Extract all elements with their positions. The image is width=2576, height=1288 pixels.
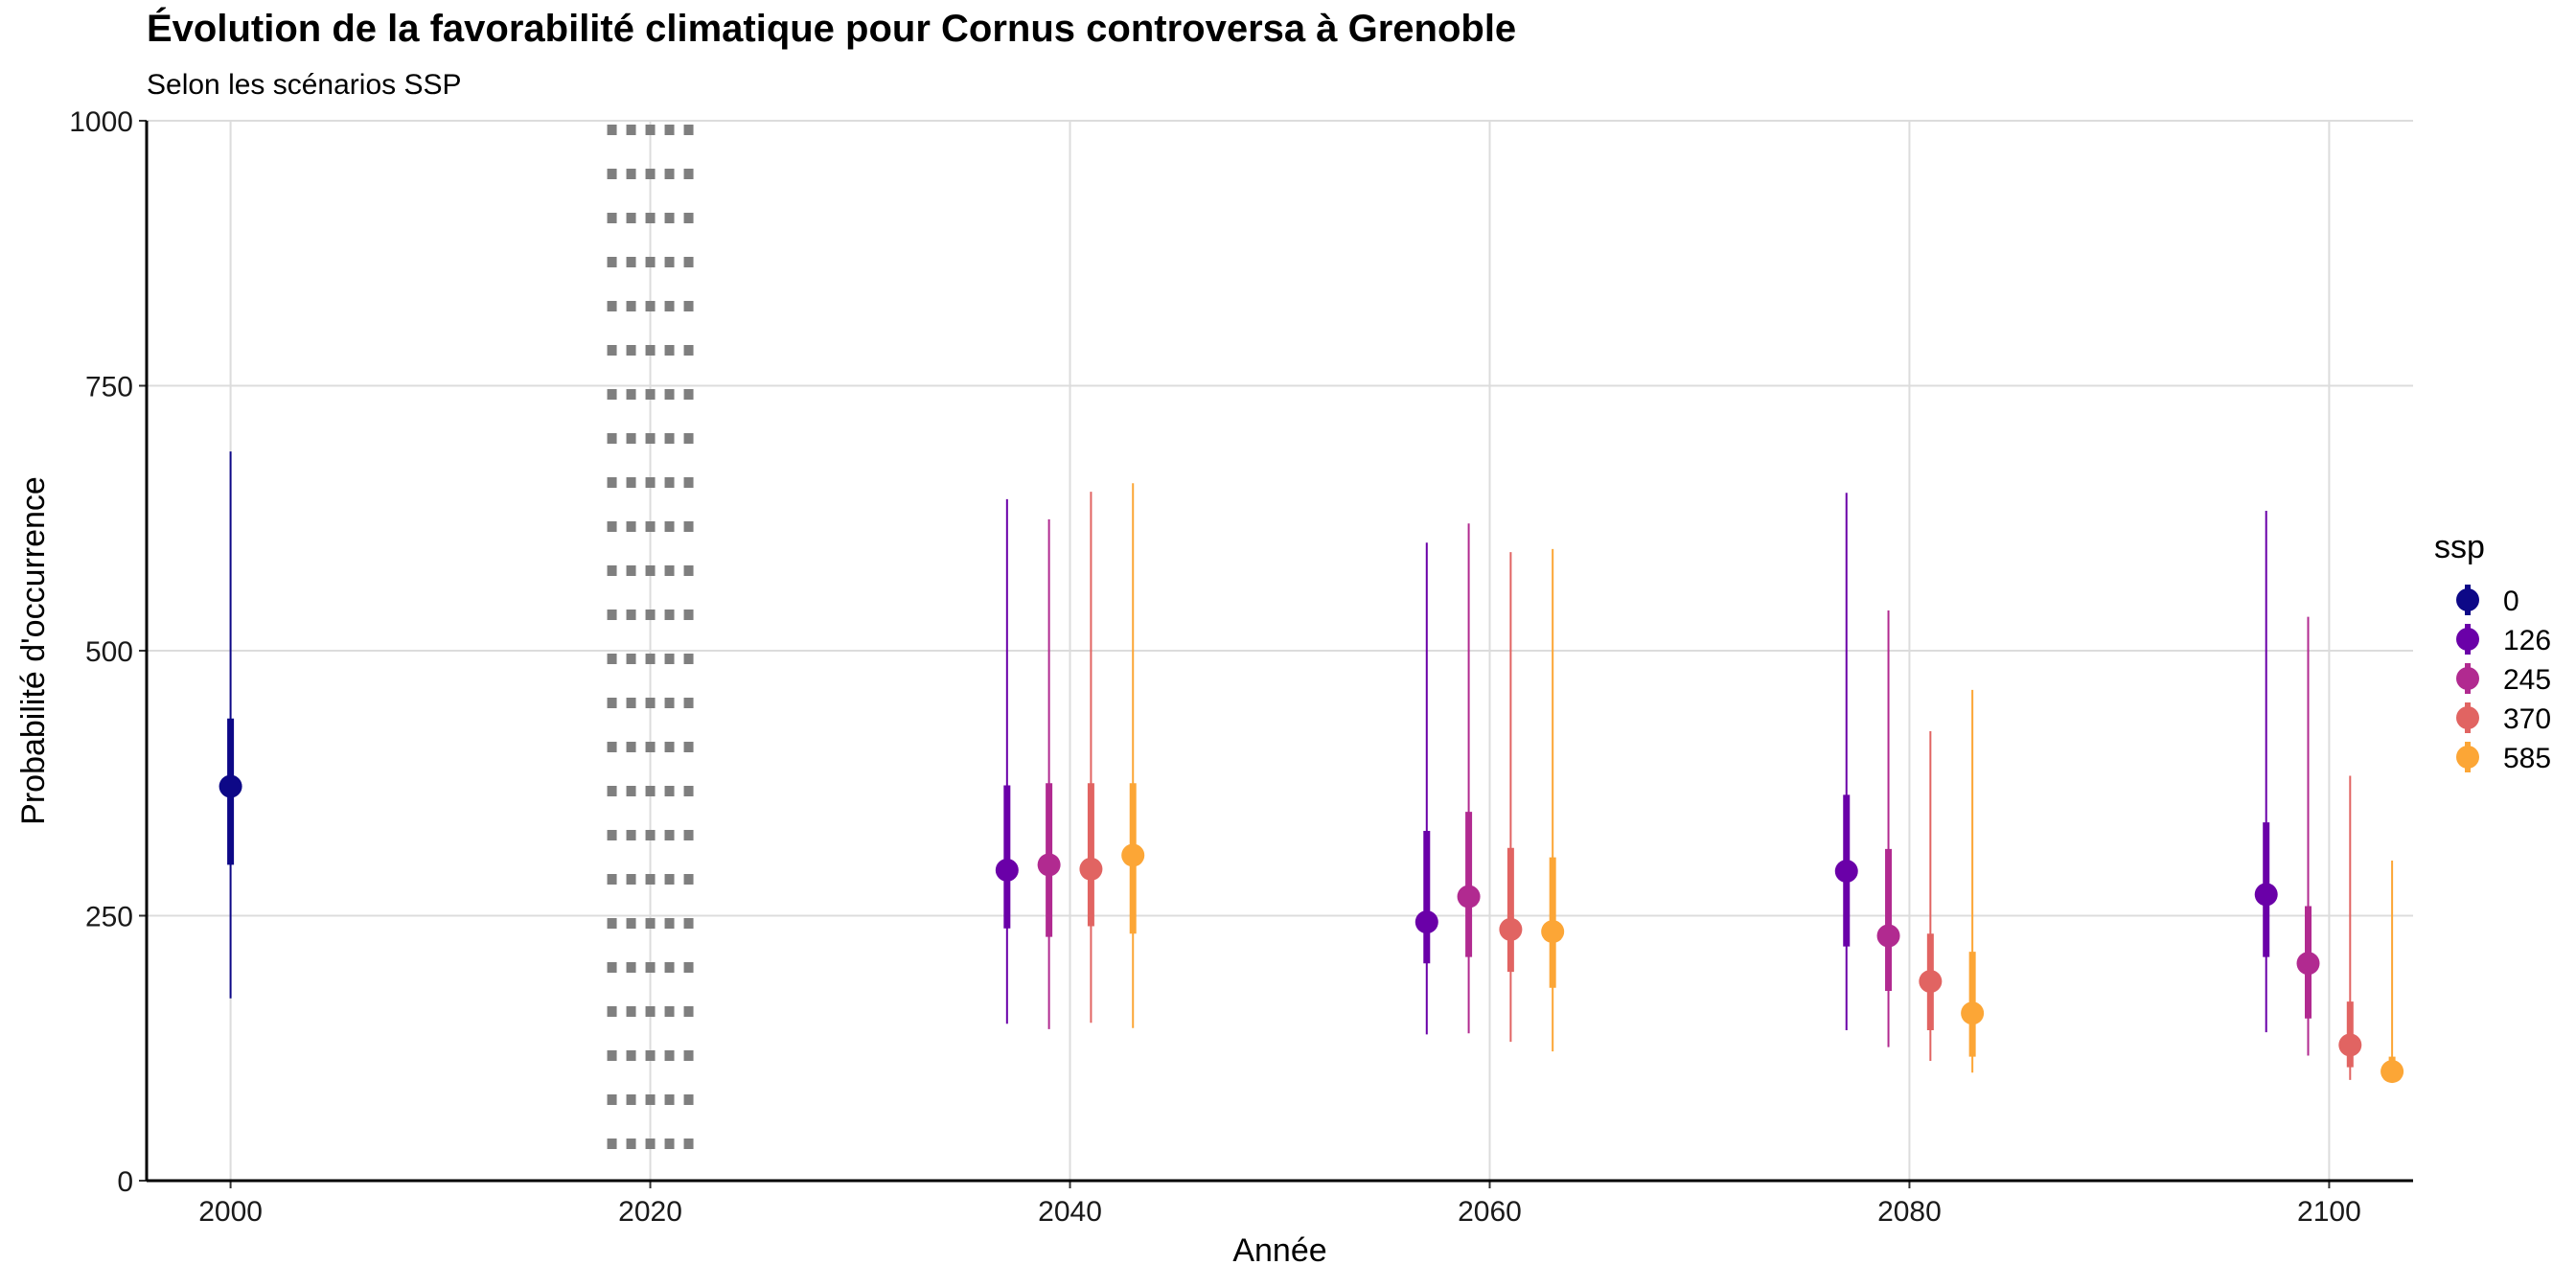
- y-tick-label: 1000: [69, 106, 133, 138]
- y-tick-label: 0: [117, 1166, 133, 1198]
- legend-label-126: 126: [2503, 625, 2551, 656]
- point-585: [2380, 1060, 2404, 1084]
- chart-subtitle: Selon les scénarios SSP: [147, 69, 462, 101]
- point-585: [1541, 920, 1565, 944]
- y-axis-title: Probabilité d'occurrence: [15, 476, 52, 825]
- y-tick-label: 750: [85, 372, 133, 403]
- x-tick-label: 2000: [198, 1196, 263, 1228]
- point-126: [995, 858, 1019, 882]
- chart-title: Évolution de la favorabilité climatique …: [147, 8, 1517, 50]
- legend-key-point-585: [2456, 746, 2479, 769]
- legend-key-point-126: [2456, 628, 2479, 651]
- point-585: [1121, 843, 1145, 867]
- y-tick-label: 500: [85, 636, 133, 668]
- point-585: [1961, 1001, 1985, 1025]
- point-126: [2254, 883, 2278, 907]
- grid-lines: [147, 120, 2413, 1182]
- point-126: [1414, 910, 1438, 934]
- point-245: [1876, 924, 1900, 948]
- point-126: [1834, 860, 1858, 884]
- point-370: [2338, 1033, 2362, 1057]
- legend-key-point-370: [2456, 706, 2479, 729]
- point-245: [1457, 885, 1481, 908]
- legend-key-point-0: [2456, 588, 2479, 611]
- point-370: [1499, 917, 1523, 941]
- legend-label-245: 245: [2503, 664, 2551, 696]
- axes: 0 250 500 750 1000 2000 2020 2040 2060 2080 2100: [69, 106, 2413, 1228]
- point-245: [1037, 853, 1061, 877]
- point-370: [1919, 970, 1943, 994]
- x-axis-title: Année: [1232, 1232, 1326, 1269]
- legend-key-point-245: [2456, 667, 2479, 690]
- legend-title: ssp: [2434, 529, 2485, 565]
- point-245: [2296, 952, 2320, 976]
- x-tick-label: 2100: [2297, 1196, 2361, 1228]
- point-370: [1079, 857, 1103, 881]
- point-0: [218, 774, 242, 798]
- y-tick-label: 250: [85, 902, 133, 933]
- x-tick-label: 2060: [1458, 1196, 1522, 1228]
- legend-label-585: 585: [2503, 743, 2551, 774]
- x-tick-label: 2020: [618, 1196, 682, 1228]
- x-tick-label: 2080: [1877, 1196, 1942, 1228]
- legend: ssp 0 126 245 370 585: [2434, 529, 2551, 774]
- legend-label-0: 0: [2503, 586, 2519, 617]
- legend-label-370: 370: [2503, 703, 2551, 735]
- data-marks: [218, 451, 2404, 1084]
- x-tick-label: 2040: [1038, 1196, 1102, 1228]
